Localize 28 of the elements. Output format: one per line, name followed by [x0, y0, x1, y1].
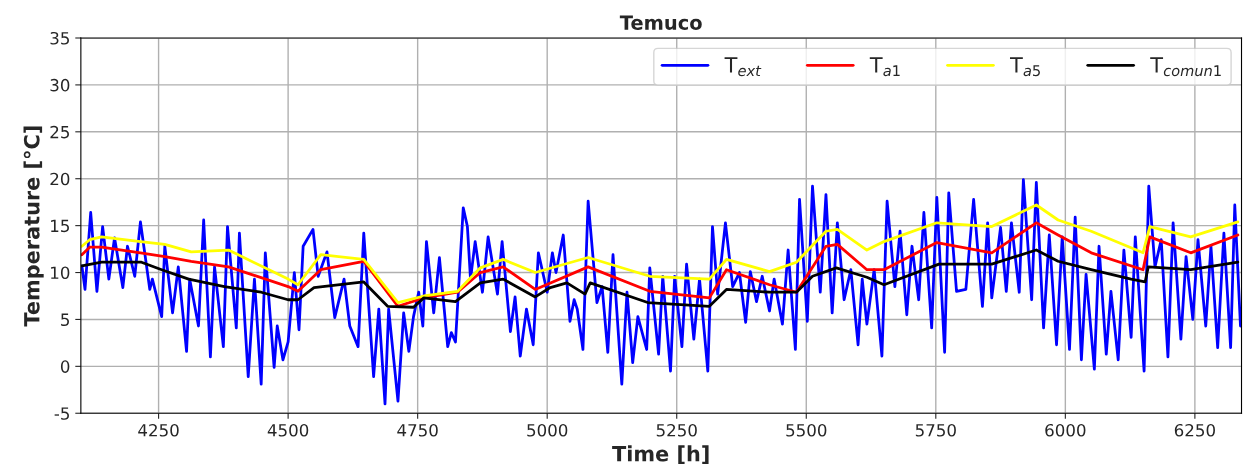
x-tick-label: 6250: [1174, 423, 1215, 437]
line-series: [80, 203, 1240, 304]
y-tick-label: 35: [50, 31, 69, 45]
x-tick-label: 5000: [527, 423, 568, 437]
x-tick-label: 6000: [1045, 423, 1086, 437]
chart-title: Temuco: [619, 15, 702, 30]
x-tick-label: 5750: [915, 423, 956, 437]
line-series: [80, 178, 1242, 406]
x-tick-label: 4500: [267, 423, 309, 437]
x-tick-label: 5500: [786, 423, 827, 437]
y-tick-label: 20: [50, 172, 70, 186]
legend-label: T$_{comun1}$: [1150, 57, 1221, 77]
legend-label: T$_{a5}$: [1009, 57, 1040, 77]
x-tick-label: 4250: [138, 423, 179, 437]
y-tick-label: 25: [50, 125, 69, 139]
line-series: [80, 221, 1240, 308]
legend-label: T$_{a1}$: [869, 57, 900, 77]
y-tick-label: 15: [51, 219, 69, 233]
y-tick-label: 5: [61, 313, 69, 327]
y-tick-label: -5: [54, 407, 69, 420]
y-tick-label: 30: [50, 78, 70, 92]
y-axis-title: Temperature [°C]: [23, 126, 44, 327]
y-tick-label: 0: [60, 360, 70, 373]
legend-label: T$_{ext}$: [724, 57, 762, 77]
x-tick-label: 5250: [656, 423, 697, 437]
y-tick-label: 10: [51, 266, 70, 280]
x-axis-title: Time [h]: [612, 445, 709, 464]
x-tick-label: 4750: [397, 423, 438, 437]
